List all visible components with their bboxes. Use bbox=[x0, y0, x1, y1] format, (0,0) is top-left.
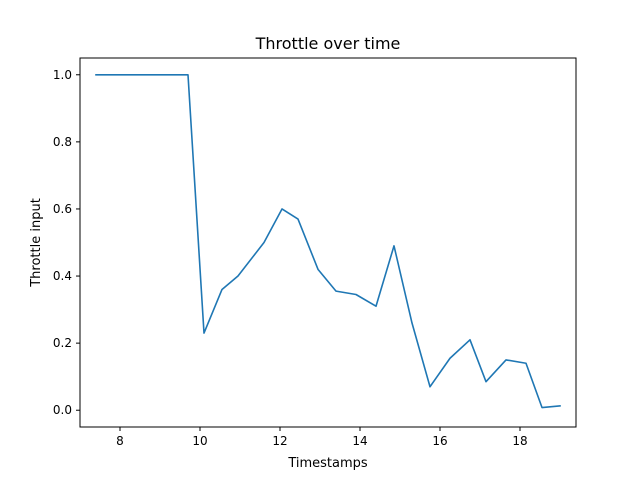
plot-frame bbox=[79, 57, 577, 428]
x-tick-label: 12 bbox=[272, 434, 287, 448]
x-axis-label: Timestamps bbox=[287, 456, 368, 471]
x-tick-label: 16 bbox=[432, 434, 447, 448]
y-tick-label: 0.6 bbox=[53, 202, 72, 216]
chart-title: Throttle over time bbox=[255, 34, 401, 53]
x-tick-label: 18 bbox=[512, 434, 527, 448]
plot-area bbox=[80, 58, 576, 427]
x-tick-label: 14 bbox=[352, 434, 367, 448]
y-axis-label: Throttle input bbox=[29, 198, 44, 288]
x-tick-label: 8 bbox=[116, 434, 124, 448]
y-axis-ticks: 0.0 0.2 0.4 0.6 0.8 1.0 bbox=[53, 68, 80, 417]
y-tick-label: 1.0 bbox=[53, 68, 72, 82]
y-tick-label: 0.0 bbox=[53, 403, 72, 417]
x-axis-ticks: 8 10 12 14 16 18 bbox=[116, 427, 528, 448]
y-tick-label: 0.4 bbox=[53, 269, 72, 283]
x-tick-label: 10 bbox=[192, 434, 207, 448]
throttle-series-line bbox=[95, 73, 561, 409]
y-tick-label: 0.8 bbox=[53, 135, 72, 149]
y-tick-label: 0.2 bbox=[53, 336, 72, 350]
